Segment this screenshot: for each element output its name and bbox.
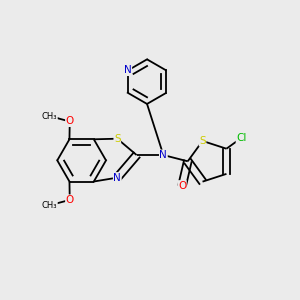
Text: O: O xyxy=(66,116,74,127)
Text: O: O xyxy=(66,195,74,205)
Text: CH₃: CH₃ xyxy=(42,201,57,210)
Text: N: N xyxy=(113,172,121,183)
Text: CH₃: CH₃ xyxy=(42,112,57,121)
Text: methoxy: methoxy xyxy=(53,117,60,119)
Text: N: N xyxy=(124,65,132,76)
Text: S: S xyxy=(199,136,206,146)
Text: Cl: Cl xyxy=(236,133,247,143)
Text: S: S xyxy=(114,134,121,144)
Text: O: O xyxy=(178,181,186,191)
Text: N: N xyxy=(160,150,167,160)
